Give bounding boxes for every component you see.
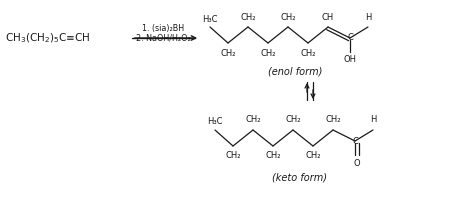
Text: CH₂: CH₂ [280, 13, 296, 22]
Text: H₃C: H₃C [207, 118, 223, 127]
Text: CH₂: CH₂ [300, 49, 316, 57]
Text: H₃C: H₃C [202, 14, 218, 24]
Text: CH₂: CH₂ [245, 116, 261, 124]
Text: CH: CH [322, 13, 334, 22]
Text: (enol form): (enol form) [268, 67, 322, 77]
Text: C: C [352, 137, 358, 146]
Text: CH₂: CH₂ [220, 49, 236, 57]
Text: CH₂: CH₂ [285, 116, 301, 124]
Text: CH₂: CH₂ [325, 116, 341, 124]
Text: H: H [370, 116, 376, 124]
Text: 2. NaOH/H₂O₂: 2. NaOH/H₂O₂ [136, 33, 191, 43]
Text: (keto form): (keto form) [273, 173, 328, 183]
Text: CH₂: CH₂ [260, 49, 276, 57]
Text: CH₂: CH₂ [240, 13, 256, 22]
Text: CH₂: CH₂ [225, 151, 241, 160]
Text: CH₂: CH₂ [305, 151, 321, 160]
Text: CH$_3$(CH$_2$)$_5$C≡CH: CH$_3$(CH$_2$)$_5$C≡CH [5, 31, 90, 45]
Text: C: C [347, 33, 353, 43]
Text: CH₂: CH₂ [265, 151, 281, 160]
Text: OH: OH [344, 56, 356, 65]
Text: 1. (sia)₂BH: 1. (sia)₂BH [142, 24, 184, 32]
Text: H: H [365, 13, 371, 22]
Text: O: O [354, 159, 360, 167]
